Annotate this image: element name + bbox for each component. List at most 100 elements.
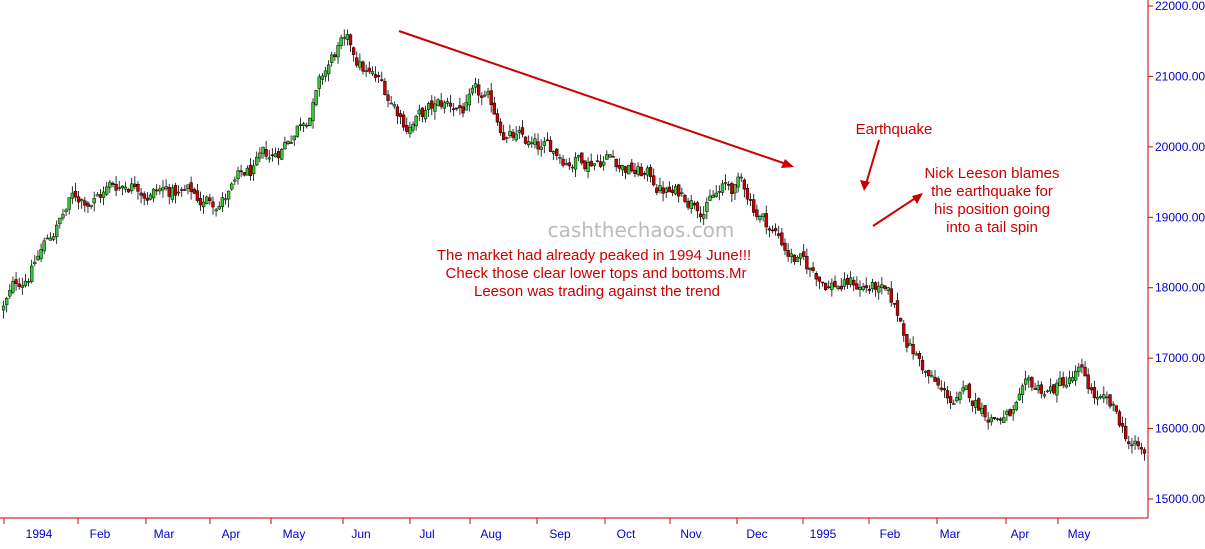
candle-body [833, 280, 837, 288]
candle-body [58, 217, 62, 225]
candle-body [308, 117, 312, 126]
x-tick-label: Sep [549, 527, 571, 541]
candle-body [730, 183, 734, 195]
candle-body [1117, 411, 1122, 426]
candle-body [167, 187, 171, 197]
y-tick-label: 16000.00 [1155, 422, 1205, 436]
candle-body [326, 64, 331, 75]
candle-body [739, 176, 743, 179]
candle-body [8, 290, 12, 297]
candle-body [330, 54, 334, 63]
candle-body [958, 392, 962, 400]
candle-body [911, 344, 915, 355]
candle-body [642, 173, 646, 175]
trend-note-line-3: Leeson was trading against the trend [474, 283, 720, 300]
candle-body [770, 229, 775, 232]
candle-body [745, 188, 750, 200]
candle-body [142, 193, 146, 199]
candle-body [273, 153, 278, 158]
candle-body [245, 167, 250, 176]
candle-body [376, 75, 381, 77]
candle-body [539, 146, 543, 150]
y-tick-label: 22000.00 [1155, 0, 1205, 13]
leeson-note-line-4: into a tail spin [946, 219, 1038, 236]
leeson-note-line-3: his position going [934, 201, 1050, 218]
candle-body [511, 131, 515, 138]
candle-body [276, 151, 281, 159]
candle-body [420, 107, 425, 117]
candle-body [136, 183, 140, 192]
candle-body [498, 121, 503, 133]
candle-body [736, 176, 740, 188]
candle-body [1077, 366, 1081, 373]
candle-body [223, 198, 228, 201]
candle-body [1020, 385, 1025, 396]
candle-body [251, 165, 256, 175]
candle-body [727, 184, 731, 186]
candle-body [395, 106, 400, 117]
candle-body [961, 387, 965, 392]
candle-body [1058, 377, 1062, 387]
candle-body [170, 187, 175, 200]
x-tick-label: Oct [617, 527, 636, 541]
candle-body [1014, 401, 1018, 411]
candle-body [317, 76, 321, 89]
candle-body [652, 175, 656, 186]
candle-body [64, 209, 68, 212]
candle-body [423, 110, 428, 120]
candle-body [617, 165, 621, 169]
watermark: cashthechaos.com [548, 218, 735, 242]
candle-body [573, 157, 578, 170]
candle-body [845, 277, 850, 285]
candle-body [820, 281, 825, 284]
candle-body [714, 192, 718, 197]
candle-body [1133, 440, 1137, 445]
candle-body [742, 179, 747, 190]
candle-body [889, 288, 893, 303]
candle-body [323, 70, 328, 77]
x-tick-label: Mar [940, 527, 961, 541]
candle-body [442, 102, 446, 109]
candle-body [389, 102, 393, 105]
candle-body [30, 265, 34, 282]
candle-body [692, 202, 696, 206]
candle-body [508, 131, 512, 137]
candle-body [914, 353, 918, 356]
candle-body [589, 160, 593, 167]
candle-body [895, 300, 900, 316]
candle-body [98, 194, 103, 198]
candle-body [564, 162, 568, 165]
candle-body [852, 279, 856, 286]
candle-body [351, 47, 356, 55]
candle-body [92, 198, 96, 204]
candle-body [367, 67, 371, 72]
candle-body [552, 150, 556, 154]
candle-body [208, 197, 212, 201]
candle-body [1017, 393, 1022, 401]
candle-body [1002, 417, 1006, 423]
candle-body [752, 199, 756, 213]
candle-body [636, 166, 640, 175]
candle-body [148, 194, 153, 200]
candle-body [289, 142, 293, 144]
candle-body [658, 185, 662, 191]
y-tick-label: 21000.00 [1155, 69, 1205, 83]
candle-body [614, 158, 618, 168]
candle-body [155, 189, 159, 192]
candle-body [811, 267, 815, 271]
candle-body [361, 61, 365, 72]
x-tick-label: Apr [1011, 527, 1030, 541]
x-tick-label: Feb [90, 527, 111, 541]
candle-body [1099, 396, 1103, 398]
candle-body [995, 418, 1000, 420]
x-tick-label: Jun [351, 527, 370, 541]
candle-body [602, 161, 606, 166]
candle-body [355, 57, 359, 66]
candle-body [83, 200, 87, 206]
trend-note-line-2: Check those clear lower tops and bottoms… [446, 265, 747, 282]
candle-body [517, 130, 521, 133]
candle-body [80, 198, 84, 202]
leeson-note-line-2: the earthquake for [931, 183, 1053, 200]
candle-body [702, 214, 706, 219]
earthquake-arrow [865, 139, 880, 185]
